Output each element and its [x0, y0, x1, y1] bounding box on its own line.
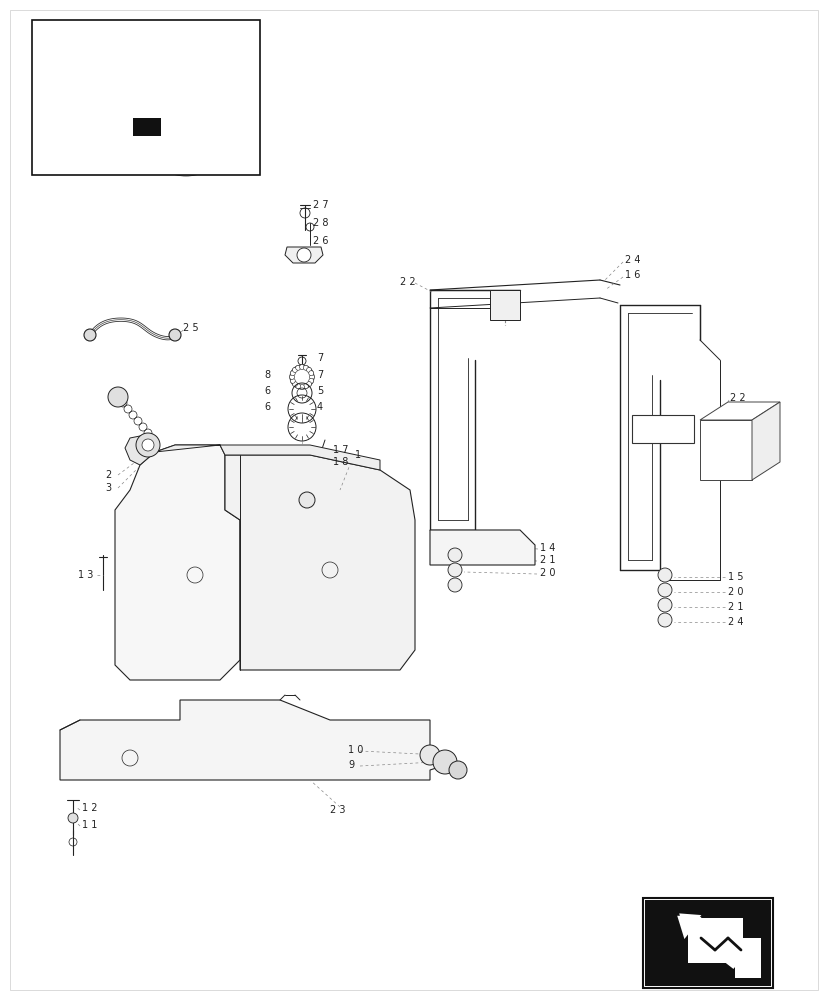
- Text: 7: 7: [317, 353, 323, 363]
- Circle shape: [448, 761, 466, 779]
- Text: 1 8: 1 8: [332, 457, 348, 467]
- Text: 1 2: 1 2: [82, 803, 98, 813]
- Text: 4: 4: [317, 402, 323, 412]
- Polygon shape: [60, 700, 455, 780]
- Text: 2 4: 2 4: [727, 617, 743, 627]
- Circle shape: [289, 374, 294, 379]
- Circle shape: [657, 598, 672, 612]
- Circle shape: [419, 745, 439, 765]
- Text: 1 7: 1 7: [332, 445, 348, 455]
- Text: 2 8: 2 8: [313, 218, 328, 228]
- Text: 8: 8: [264, 370, 270, 380]
- Circle shape: [295, 384, 300, 389]
- Polygon shape: [751, 402, 779, 480]
- Text: 1: 1: [355, 450, 361, 460]
- Text: 5: 5: [317, 386, 323, 396]
- Circle shape: [169, 329, 181, 341]
- Text: 7: 7: [317, 370, 323, 380]
- Circle shape: [657, 568, 672, 582]
- Bar: [631, 415, 693, 443]
- Bar: [133, 118, 160, 136]
- Circle shape: [303, 365, 308, 370]
- Circle shape: [433, 750, 457, 774]
- Text: 2: 2: [105, 470, 111, 480]
- Circle shape: [306, 367, 311, 372]
- Bar: [644, 900, 770, 986]
- Text: 2 1: 2 1: [539, 555, 555, 565]
- Circle shape: [290, 371, 295, 376]
- Polygon shape: [225, 455, 414, 670]
- Text: 1 6: 1 6: [624, 270, 639, 280]
- Text: 1 0: 1 0: [347, 745, 363, 755]
- Text: 6: 6: [264, 386, 270, 396]
- Text: 2 2: 2 2: [729, 393, 745, 403]
- Circle shape: [290, 378, 295, 383]
- Circle shape: [447, 548, 461, 562]
- Text: 2 0: 2 0: [539, 568, 555, 578]
- Circle shape: [447, 563, 461, 577]
- Text: 2 6: 2 6: [313, 236, 328, 246]
- Circle shape: [299, 492, 314, 508]
- Bar: [644, 900, 770, 986]
- Polygon shape: [155, 445, 380, 470]
- Polygon shape: [687, 918, 760, 978]
- Text: 6: 6: [264, 402, 270, 412]
- Text: 3: 3: [105, 483, 111, 493]
- Circle shape: [108, 387, 128, 407]
- Text: 2 1: 2 1: [727, 602, 743, 612]
- Circle shape: [297, 248, 311, 262]
- Text: 1 1: 1 1: [82, 820, 98, 830]
- Polygon shape: [125, 435, 155, 465]
- Circle shape: [299, 364, 304, 369]
- FancyArrow shape: [676, 916, 742, 969]
- Circle shape: [136, 433, 160, 457]
- FancyArrow shape: [678, 913, 742, 968]
- Bar: [490, 290, 519, 320]
- Text: 2 2: 2 2: [399, 277, 415, 287]
- Text: 1 5: 1 5: [727, 572, 743, 582]
- Text: 1 4: 1 4: [539, 543, 555, 553]
- Polygon shape: [115, 445, 240, 680]
- Polygon shape: [284, 247, 323, 263]
- Text: 2 3: 2 3: [330, 805, 345, 815]
- Circle shape: [657, 613, 672, 627]
- Bar: [32, 20, 260, 175]
- Circle shape: [295, 365, 300, 370]
- Polygon shape: [699, 402, 779, 420]
- Circle shape: [306, 382, 311, 387]
- Circle shape: [292, 382, 297, 387]
- Text: 2 0: 2 0: [727, 587, 743, 597]
- Circle shape: [141, 439, 154, 451]
- Text: 2 4: 2 4: [624, 255, 640, 265]
- Circle shape: [292, 367, 297, 372]
- Text: 2 5: 2 5: [183, 323, 198, 333]
- Text: 9: 9: [347, 760, 354, 770]
- Bar: [699, 420, 751, 480]
- Circle shape: [308, 378, 313, 383]
- Circle shape: [447, 578, 461, 592]
- Text: 2 7: 2 7: [313, 200, 328, 210]
- Circle shape: [309, 374, 314, 379]
- Circle shape: [303, 384, 308, 389]
- Polygon shape: [429, 530, 534, 565]
- Text: 1.14.7: 1.14.7: [647, 424, 677, 434]
- Circle shape: [308, 371, 313, 376]
- Circle shape: [68, 813, 78, 823]
- Text: 1 3: 1 3: [78, 570, 93, 580]
- Circle shape: [299, 384, 304, 389]
- Bar: [643, 898, 772, 988]
- Circle shape: [84, 329, 96, 341]
- Circle shape: [657, 583, 672, 597]
